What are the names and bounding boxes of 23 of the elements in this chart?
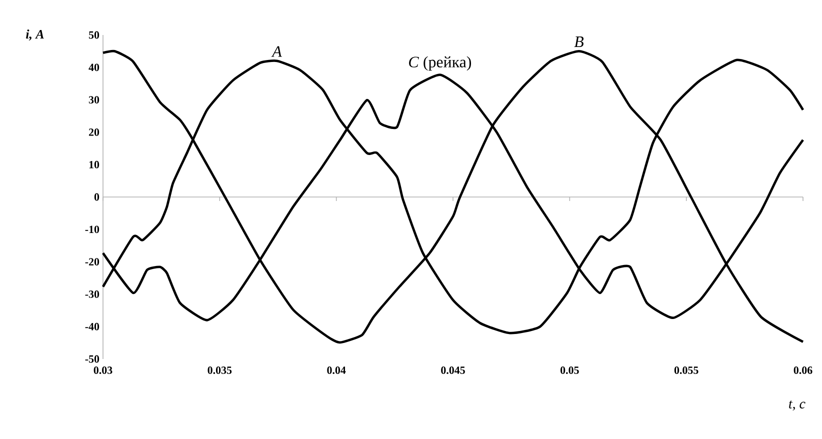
- x-tick-label: 0.04: [327, 366, 346, 374]
- x-tick-label: 0.055: [674, 366, 698, 374]
- y-tick-label: 50: [88, 31, 100, 39]
- y-tick-label: 30: [88, 96, 100, 104]
- y-tick-label: -50: [85, 355, 100, 363]
- y-tick-label: 10: [89, 160, 100, 168]
- x-tick-label: 0.035: [208, 366, 232, 374]
- y-axis-title: i, A: [26, 30, 44, 40]
- x-tick-label: 0.045: [441, 366, 465, 374]
- y-tick-label: -40: [85, 322, 100, 330]
- y-tick-label: -20: [85, 258, 100, 266]
- y-tick-label: 0: [94, 193, 100, 201]
- annotation: C (рейка): [409, 56, 472, 71]
- x-tick-label: 0.06: [794, 366, 812, 374]
- y-tick-label: 40: [88, 64, 100, 72]
- annotation: A: [271, 46, 282, 57]
- x-axis-title: t, c: [789, 400, 806, 411]
- y-tick-label: 20: [88, 128, 100, 136]
- annotation: B: [574, 36, 584, 48]
- y-tick-label: -30: [85, 290, 100, 298]
- x-tick-label: 0.03: [94, 366, 112, 374]
- y-tick-label: -10: [85, 226, 100, 234]
- x-tick-label: 0.05: [560, 366, 579, 374]
